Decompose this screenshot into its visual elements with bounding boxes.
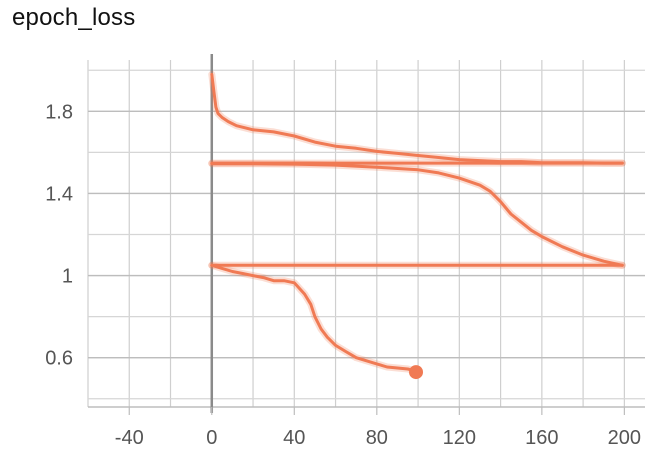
y-tick-label: 1 xyxy=(62,266,73,288)
series-line-raw-1 xyxy=(208,160,626,269)
x-tick-label: 200 xyxy=(608,427,641,449)
x-tick-label: 80 xyxy=(366,427,388,449)
series-line-raw-4 xyxy=(208,261,420,375)
x-tick-label: -40 xyxy=(115,427,144,449)
series-line-0 xyxy=(210,72,624,165)
x-tick-label: 40 xyxy=(283,427,305,449)
series-line-raw-0 xyxy=(208,70,626,167)
y-tick-label: 1.4 xyxy=(45,183,73,205)
series-line-1 xyxy=(210,162,624,267)
chart-title: epoch_loss xyxy=(12,4,136,31)
x-tick-label: 160 xyxy=(525,427,558,449)
series-end-marker xyxy=(409,365,424,380)
y-tick-label: 1.8 xyxy=(45,101,73,123)
series-line-4 xyxy=(210,263,418,373)
x-tick-label: 0 xyxy=(206,427,217,449)
y-tick-label: 0.6 xyxy=(45,348,73,370)
x-tick-label: 120 xyxy=(443,427,476,449)
